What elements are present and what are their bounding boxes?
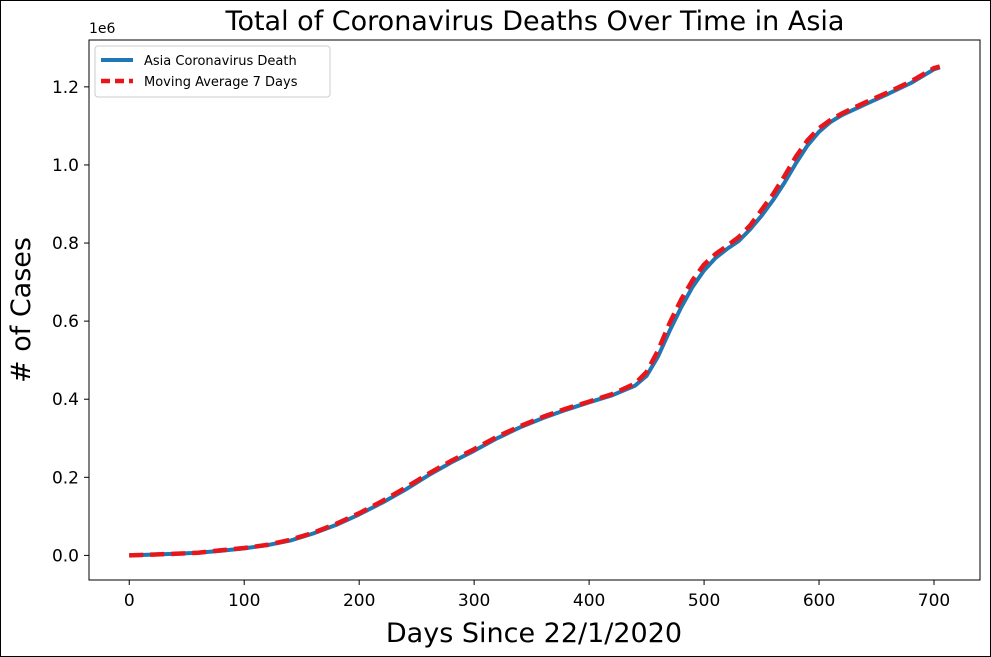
legend-label: Asia Coronavirus Death (144, 54, 297, 69)
x-axis-label: Days Since 22/1/2020 (386, 618, 682, 649)
legend-box (94, 45, 331, 98)
x-tick-label: 400 (573, 591, 605, 611)
x-tick-label: 200 (343, 591, 375, 611)
x-tick-label: 300 (458, 591, 490, 611)
x-tick-label: 600 (803, 591, 835, 611)
legend: Asia Coronavirus Death Moving Average 7 D… (94, 45, 331, 98)
x-tick-label: 0 (124, 591, 135, 611)
y-tick-label: 0.6 (52, 312, 79, 332)
y-tick-label: 0.4 (52, 390, 79, 410)
legend-label: Moving Average 7 Days (144, 75, 298, 90)
plot-area (88, 39, 981, 581)
y-tick-label: 1.2 (52, 78, 79, 98)
y-tick-label: 0.8 (52, 234, 79, 254)
asia-deaths-series-line (129, 65, 941, 558)
series-layer (129, 64, 941, 558)
x-tick-label: 500 (688, 591, 720, 611)
y-axis-offset-label: 1e6 (89, 21, 116, 37)
x-tick-label: 700 (918, 591, 950, 611)
y-tick-label: 0.2 (52, 468, 79, 488)
y-tick-label: 1.0 (52, 156, 79, 176)
x-axis-ticks: 0 100 200 300 400 500 600 700 (124, 580, 950, 611)
chart-title: Total of Coronavirus Deaths Over Time in… (225, 6, 845, 37)
x-tick-label: 100 (228, 591, 260, 611)
y-axis-label: # of Cases (6, 237, 37, 383)
y-axis-ticks: 0.0 0.2 0.4 0.6 0.8 1.0 1.2 (52, 78, 89, 566)
y-tick-label: 0.0 (52, 546, 79, 566)
moving-average-series-line (129, 64, 941, 558)
